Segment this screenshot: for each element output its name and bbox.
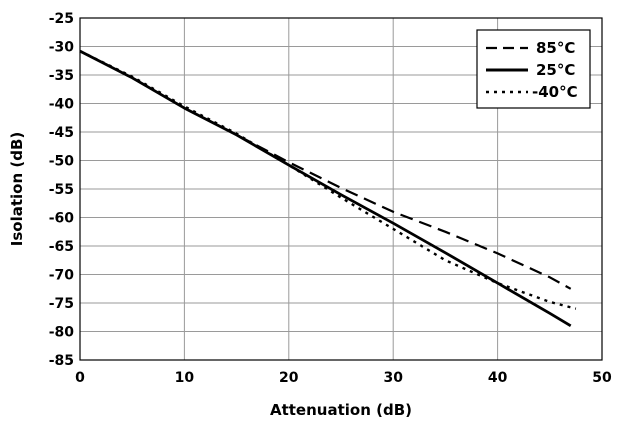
series-line-1 <box>79 49 572 328</box>
y-tick-label: -65 <box>49 239 74 255</box>
y-tick-label: -55 <box>49 182 74 198</box>
legend-label-85c: 85°C <box>536 39 575 57</box>
y-tick-label: -25 <box>49 11 74 27</box>
legend-label-25c: 25°C <box>536 61 575 79</box>
y-tick-label: -45 <box>49 125 74 141</box>
x-tick-label: 30 <box>383 370 403 386</box>
y-tick-label: -60 <box>49 211 75 227</box>
y-tick-label: -30 <box>49 40 75 56</box>
plot-frame <box>79 17 603 361</box>
x-axis-title: Attenuation (dB) <box>270 401 412 419</box>
series-line-2 <box>79 50 577 310</box>
series-line-0 <box>79 50 572 290</box>
y-tick-label: -35 <box>49 68 74 84</box>
x-tick-label: 20 <box>279 370 299 386</box>
x-tick-label: 50 <box>592 370 612 386</box>
legend-label-minus40c: -40°C <box>532 83 578 101</box>
x-tick-label: 40 <box>488 370 508 386</box>
x-tick-label: 10 <box>175 370 195 386</box>
y-axis-title: Isolation (dB) <box>8 132 26 246</box>
y-tick-label: -80 <box>49 325 75 341</box>
y-tick-label: -75 <box>49 296 74 312</box>
y-tick-label: -40 <box>49 97 75 113</box>
y-tick-label: -85 <box>49 353 74 369</box>
x-tick-label: 0 <box>75 370 85 386</box>
y-tick-label: -50 <box>49 154 75 170</box>
y-tick-label: -70 <box>49 268 75 284</box>
legend: 85°C 25°C -40°C <box>476 29 591 109</box>
series-layer <box>79 49 577 328</box>
tick-labels: -25 -30 -35 -40 -45 -50 -55 -60 -65 -70 -75 -80 -850… <box>49 11 612 386</box>
